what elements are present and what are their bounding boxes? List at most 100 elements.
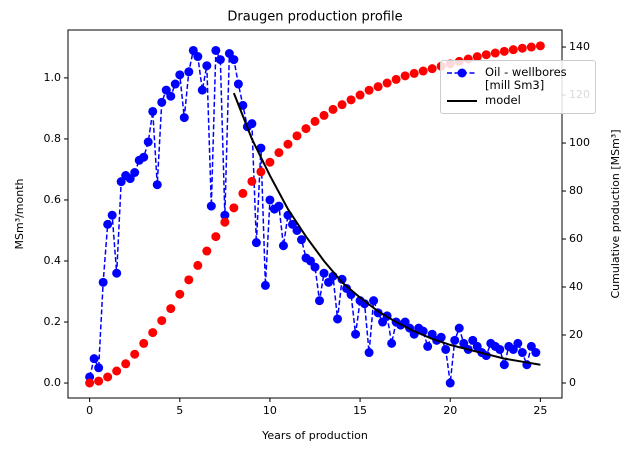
point [193,52,203,62]
point [535,41,545,51]
point [121,359,131,369]
legend-label: model [485,93,521,107]
x-axis-label: Years of production [261,429,368,442]
point [220,210,230,220]
point [157,316,167,326]
point [301,124,311,134]
y-tick-label: 0.0 [44,376,62,389]
point [495,344,505,354]
legend-key [447,68,477,78]
point [175,289,185,299]
point [157,97,167,107]
legend-entry: Oil - wellbores [mill Sm3] [445,66,591,92]
point [445,378,455,388]
point [292,225,302,235]
point [315,296,325,306]
legend-entry: model [445,94,591,108]
y2-tick-label: 100 [569,136,590,149]
point [152,180,162,190]
x-tick-label: 25 [533,404,547,417]
point [260,280,270,290]
y2-tick-label: 20 [569,328,583,341]
point [526,42,536,52]
point [94,363,104,373]
point [211,232,221,242]
point [499,360,509,370]
point [418,66,428,76]
y2-axis-label: Cumulative production [MSm³] [609,129,622,298]
point [229,55,239,65]
point [283,139,293,149]
y2-tick-label: 60 [569,232,583,245]
point [296,235,306,245]
point [517,348,527,358]
point [351,329,361,339]
y2-tick-label: 140 [569,40,590,53]
point [184,275,194,285]
y-tick-label: 1.0 [44,71,62,84]
point [517,43,527,53]
point [423,341,433,351]
point [373,82,383,92]
y-axis-label: MSm³/month [13,178,26,249]
point [508,45,518,55]
point [130,349,140,359]
y-tick-label: 0.8 [44,132,62,145]
y2-tick-label: 80 [569,184,583,197]
x-tick-label: 15 [353,404,367,417]
point [184,67,194,77]
point [166,91,176,101]
y-tick-label: 0.4 [44,254,62,267]
series-line [232,92,541,366]
point [139,152,149,162]
x-tick-label: 10 [263,404,277,417]
point [247,119,257,129]
point [319,110,329,120]
legend-marker [457,68,467,78]
point [175,70,185,80]
point [387,338,397,348]
point [310,262,320,272]
point [256,167,266,177]
point [103,219,113,229]
point [247,176,257,186]
point [364,348,374,358]
point [265,195,275,205]
legend: Oil - wellbores [mill Sm3] model [440,60,596,114]
point [256,143,266,153]
x-tick-label: 5 [176,404,183,417]
plot-area [85,41,545,388]
point [382,78,392,88]
point [427,64,437,74]
point [170,79,180,89]
point [251,238,261,248]
point [112,268,122,278]
point [490,48,500,58]
point [265,157,275,167]
point [143,137,153,147]
legend-key [447,100,477,102]
point [333,314,343,324]
point [148,328,158,338]
legend-label: Oil - wellbores [mill Sm3] [485,65,567,92]
point [292,131,302,141]
point [274,148,284,158]
point [355,90,365,100]
point [139,338,149,348]
point [346,95,356,105]
point [319,268,329,278]
point [112,366,122,376]
point [391,74,401,84]
point [436,332,446,342]
point [148,106,158,116]
point [229,203,239,213]
point [94,376,104,386]
point [409,68,419,78]
point [360,299,370,309]
x-tick-label: 20 [443,404,457,417]
point [481,50,491,60]
point [107,210,117,220]
point [202,61,212,71]
point [337,274,347,284]
